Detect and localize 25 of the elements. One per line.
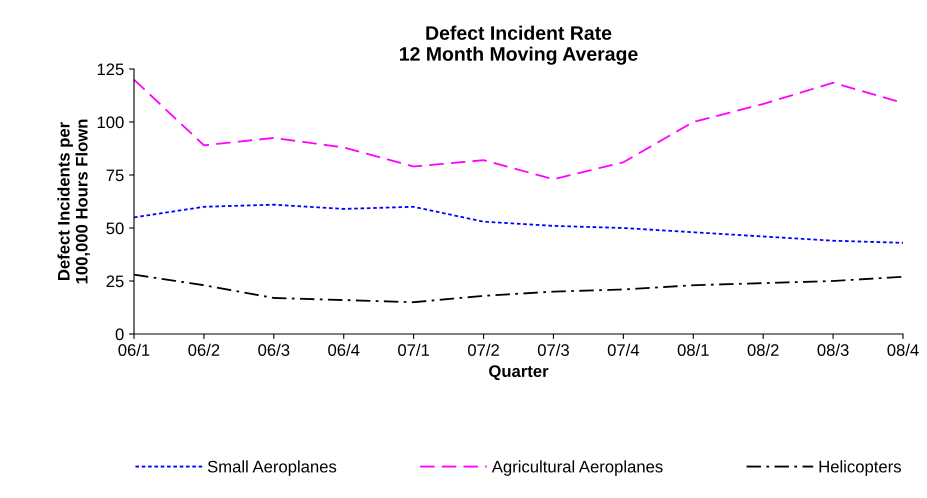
y-tick-label: 75	[106, 170, 124, 182]
y-tick-label: 125	[98, 63, 124, 76]
y-tick-label: 25	[106, 275, 124, 288]
x-tick-label: 07/1	[398, 344, 430, 356]
legend-label: Helicopters	[820, 460, 901, 476]
x-tick-label: 08/1	[678, 344, 709, 356]
line-series	[134, 204, 903, 244]
x-tick-label: 06/1	[118, 344, 150, 356]
legend-label: Agricultural Aeroplanes	[492, 460, 663, 476]
y-axis-title: Defect Incidents per 100,000 Hours Flown	[57, 120, 90, 284]
legend-label: Small Aeroplanes	[208, 460, 336, 476]
y-tick-label: 50	[106, 222, 124, 234]
chart-title: Defect Incident Rate 12 Month Moving Average	[400, 26, 638, 65]
y-tick-label: 0	[116, 328, 124, 340]
x-tick-label: 08/2	[748, 344, 779, 356]
x-tick-label: 06/4	[328, 344, 360, 356]
x-tick-label: 07/4	[608, 344, 640, 356]
x-tick-label: 07/3	[538, 344, 569, 356]
x-tick-label: 08/3	[818, 344, 849, 356]
x-tick-label: 06/2	[188, 344, 220, 356]
x-tick-label: 06/3	[258, 344, 290, 356]
x-axis-title: Quarter	[489, 365, 548, 380]
x-tick-label: 07/2	[468, 344, 499, 356]
x-tick-label: 08/4	[887, 344, 919, 356]
y-tick-label: 100	[98, 116, 124, 128]
